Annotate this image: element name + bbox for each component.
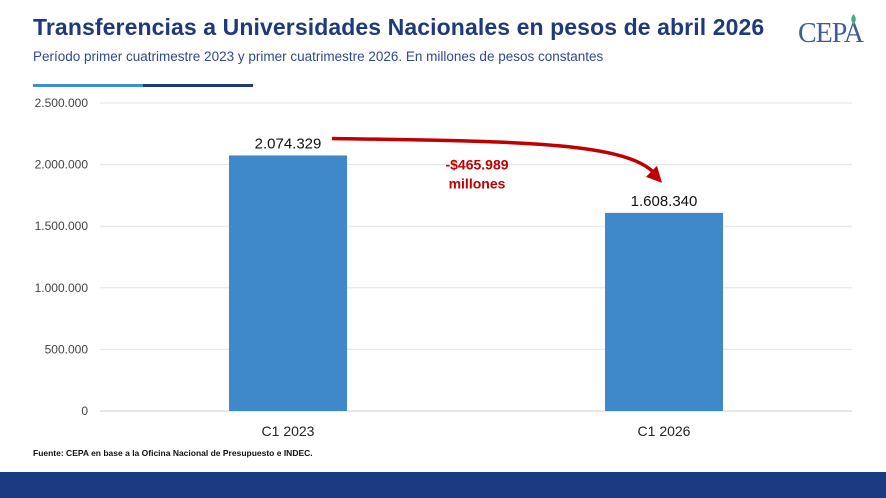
y-tick-label: 1.000.000 (35, 281, 89, 295)
decrease-arrow-line (331, 136, 656, 175)
bar-chart: 0 500.000 1.000.000 1.500.000 2.000.000 2.500… (35, 96, 852, 439)
y-tick-label: 500.000 (45, 342, 89, 356)
x-tick-label: C1 2023 (262, 423, 315, 439)
chart-title: Transferencias a Universidades Nacionale… (33, 14, 765, 40)
chart-subtitle: Período primer cuatrimestre 2023 y prime… (33, 49, 604, 64)
footer-bar (0, 472, 886, 498)
y-tick-label: 2.500.000 (35, 96, 89, 110)
leaf-icon (851, 14, 856, 25)
x-tick-label: C1 2026 (638, 423, 691, 439)
y-tick-label: 1.500.000 (35, 219, 89, 233)
y-tick-label: 2.000.000 (35, 158, 89, 172)
y-tick-label: 0 (81, 404, 88, 418)
decrease-arrowhead (646, 165, 662, 183)
data-label: 2.074.329 (255, 135, 322, 152)
source-note: Fuente: CEPA en base a la Oficina Nacion… (33, 448, 313, 458)
header-rule-dark (143, 84, 253, 87)
header-rule-light (33, 84, 143, 87)
annotation-unit: millones (449, 175, 506, 191)
annotation-amount: -$465.989 (445, 156, 508, 172)
bar (605, 212, 723, 411)
cepa-logo: CEPA (798, 14, 864, 50)
data-label: 1.608.340 (631, 193, 698, 210)
bar (229, 155, 347, 411)
